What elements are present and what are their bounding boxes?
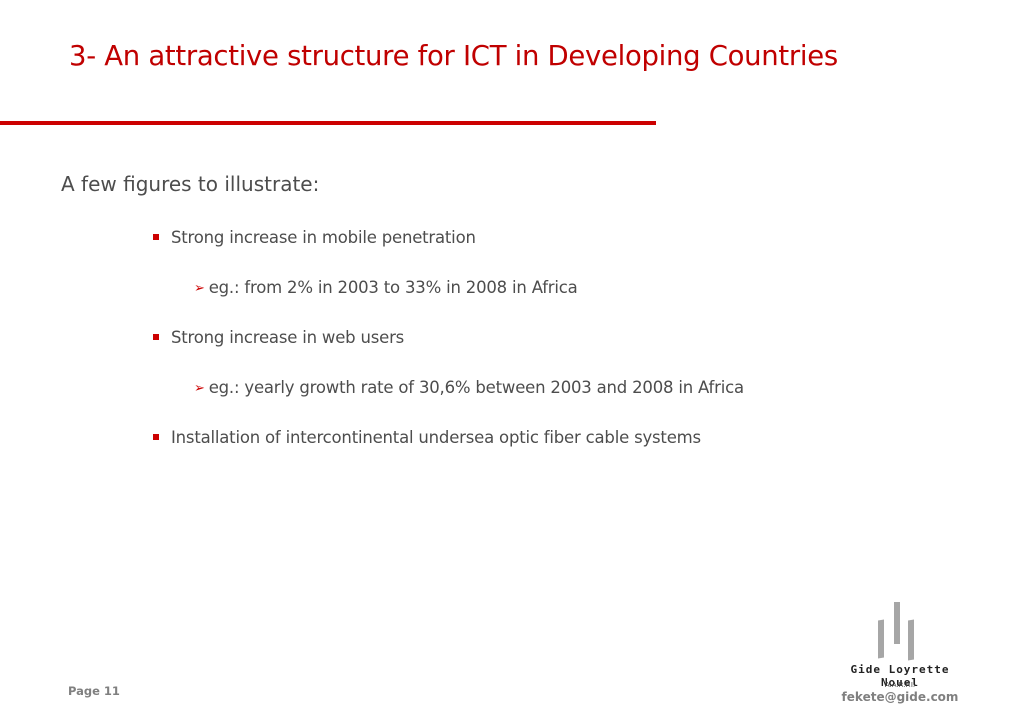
- square-bullet-icon: [153, 433, 159, 440]
- slide-title: 3- An attractive structure for ICT in De…: [69, 40, 838, 72]
- bullet-item: Installation of intercontinental underse…: [153, 428, 701, 447]
- arrow-bullet-icon: ➢: [194, 281, 205, 296]
- bullet-item: Strong increase in mobile penetration: [153, 228, 476, 247]
- title-underline: [0, 121, 656, 125]
- contact-email: fekete@gide.com: [841, 690, 959, 704]
- firm-logo: Gide Loyrette Nouel A.A.R.P.I. fekete@gi…: [830, 600, 970, 710]
- sub-bullet-item: ➢ eg.: yearly growth rate of 30,6% betwee…: [194, 378, 744, 397]
- firm-subtitle: A.A.R.P.I.: [884, 681, 916, 689]
- bullet-item: Strong increase in web users: [153, 328, 404, 347]
- firm-name: Gide Loyrette Nouel: [850, 663, 950, 689]
- arrow-bullet-icon: ➢: [194, 381, 205, 396]
- logo-bars-icon: [876, 600, 916, 661]
- lead-text: A few figures to illustrate:: [61, 172, 320, 196]
- square-bullet-icon: [153, 233, 159, 240]
- sub-bullet-item: ➢ eg.: from 2% in 2003 to 33% in 2008 in …: [194, 278, 578, 297]
- square-bullet-icon: [153, 333, 159, 340]
- page-number: Page 11: [68, 684, 120, 698]
